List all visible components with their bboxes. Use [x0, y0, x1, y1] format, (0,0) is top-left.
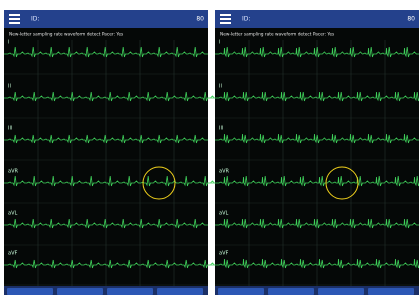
- menu-icon[interactable]: [9, 22, 20, 24]
- lead-label: aVR: [8, 169, 18, 175]
- toolbar-button[interactable]: [107, 288, 153, 295]
- menu-icon[interactable]: [220, 14, 231, 16]
- lead-label: aVR: [219, 169, 229, 175]
- page: ID: 80 New-letter sampling rate waveform d…: [0, 0, 419, 295]
- toolbar-button[interactable]: [218, 288, 264, 295]
- lead-label: II: [219, 84, 222, 90]
- toolbar-button[interactable]: [368, 288, 414, 295]
- lead-label: III: [8, 126, 12, 132]
- lead-label: aVF: [8, 251, 17, 257]
- phone-screen: ID: 80 New-letter sampling rate waveform d…: [215, 10, 419, 295]
- menu-icon[interactable]: [220, 18, 231, 20]
- phone-screen: ID: 80 New-letter sampling rate waveform d…: [4, 10, 214, 295]
- lead-label: II: [8, 84, 11, 90]
- header-value: 80: [407, 16, 415, 23]
- screenshot: ID: 80 New-letter sampling rate waveform d…: [0, 0, 419, 295]
- toolbar-button[interactable]: [57, 288, 103, 295]
- toolbar-button[interactable]: [318, 288, 364, 295]
- id-label: ID:: [242, 16, 250, 23]
- toolbar-button[interactable]: [157, 288, 203, 295]
- status-text: New-letter sampling rate waveform detect…: [9, 32, 124, 38]
- lead-label: III: [219, 126, 223, 132]
- lead-label: I: [219, 40, 220, 46]
- lead-label: I: [8, 40, 9, 46]
- lead-label: aVF: [219, 251, 228, 257]
- status-text: New-letter sampling rate waveform detect…: [220, 32, 335, 38]
- toolbar-button[interactable]: [268, 288, 314, 295]
- menu-icon[interactable]: [9, 18, 20, 20]
- toolbar-button[interactable]: [7, 288, 53, 295]
- menu-icon[interactable]: [9, 14, 20, 16]
- lead-label: aVL: [219, 211, 228, 217]
- lead-label: aVL: [8, 211, 17, 217]
- id-label: ID:: [31, 16, 39, 23]
- menu-icon[interactable]: [220, 22, 231, 24]
- header-value: 80: [196, 16, 204, 23]
